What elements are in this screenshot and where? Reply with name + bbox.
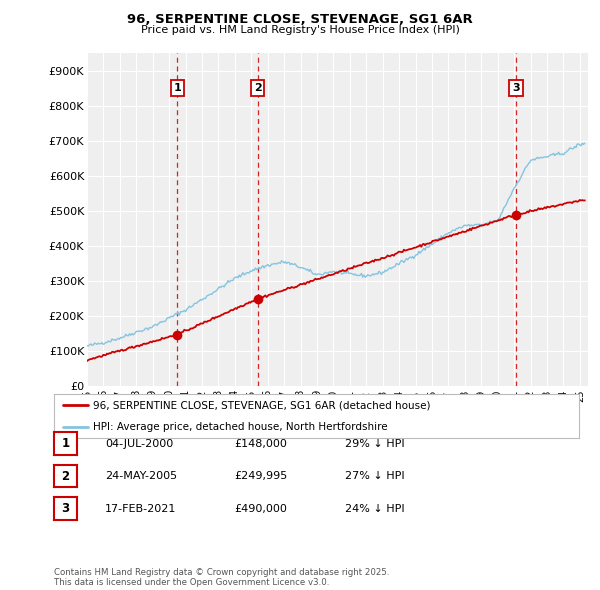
- Text: 96, SERPENTINE CLOSE, STEVENAGE, SG1 6AR: 96, SERPENTINE CLOSE, STEVENAGE, SG1 6AR: [127, 13, 473, 26]
- Text: 2: 2: [61, 470, 70, 483]
- Text: 1: 1: [173, 83, 181, 93]
- Text: 04-JUL-2000: 04-JUL-2000: [105, 439, 173, 448]
- Text: HPI: Average price, detached house, North Hertfordshire: HPI: Average price, detached house, Nort…: [94, 422, 388, 432]
- Text: £249,995: £249,995: [234, 471, 287, 481]
- Text: £148,000: £148,000: [234, 439, 287, 448]
- Text: 3: 3: [512, 83, 520, 93]
- Text: 24-MAY-2005: 24-MAY-2005: [105, 471, 177, 481]
- Text: 3: 3: [61, 502, 70, 515]
- Text: 27% ↓ HPI: 27% ↓ HPI: [345, 471, 404, 481]
- Text: 96, SERPENTINE CLOSE, STEVENAGE, SG1 6AR (detached house): 96, SERPENTINE CLOSE, STEVENAGE, SG1 6AR…: [94, 401, 431, 411]
- Text: 2: 2: [254, 83, 262, 93]
- Text: 29% ↓ HPI: 29% ↓ HPI: [345, 439, 404, 448]
- Text: 1: 1: [61, 437, 70, 450]
- Text: Contains HM Land Registry data © Crown copyright and database right 2025.
This d: Contains HM Land Registry data © Crown c…: [54, 568, 389, 587]
- Text: Price paid vs. HM Land Registry's House Price Index (HPI): Price paid vs. HM Land Registry's House …: [140, 25, 460, 35]
- Text: 17-FEB-2021: 17-FEB-2021: [105, 504, 176, 513]
- Text: £490,000: £490,000: [234, 504, 287, 513]
- Text: 24% ↓ HPI: 24% ↓ HPI: [345, 504, 404, 513]
